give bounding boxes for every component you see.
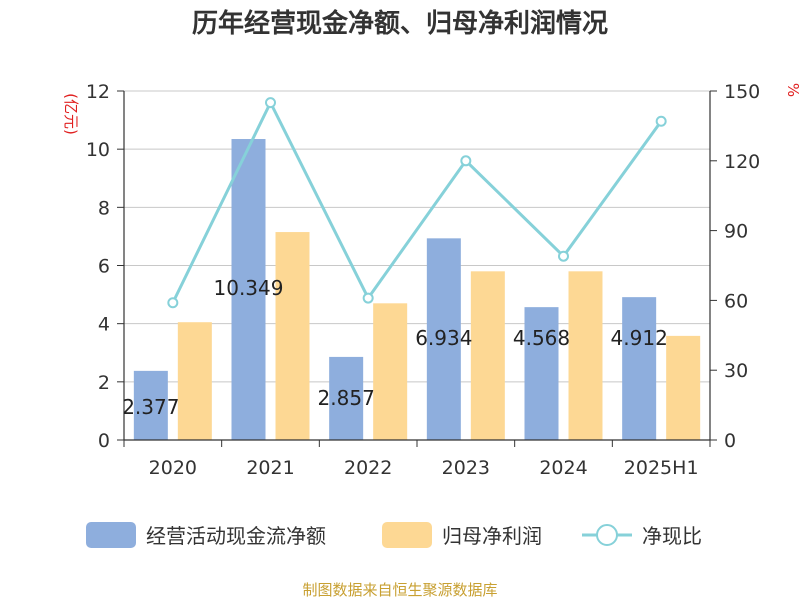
legend-swatch-marker xyxy=(596,524,618,546)
bar-net-profit xyxy=(373,303,408,440)
y-left-tick-label: 10 xyxy=(86,139,110,161)
y-left-tick-label: 6 xyxy=(98,256,110,278)
bar-net-profit xyxy=(177,322,212,440)
y-left-tick-label: 8 xyxy=(98,197,110,219)
y-left-tick-label: 4 xyxy=(98,314,110,336)
bar-operating-cashflow xyxy=(622,297,657,440)
legend-label-net-profit: 归母净利润 xyxy=(442,524,542,548)
data-label: 4.912 xyxy=(611,326,668,350)
bar-operating-cashflow xyxy=(426,238,461,440)
line-point xyxy=(362,292,374,304)
legend-swatch-operating-cashflow xyxy=(86,522,136,548)
y-left-tick-label: 12 xyxy=(86,81,110,103)
line-point xyxy=(655,115,667,127)
y-right-tick-label: 30 xyxy=(724,360,748,382)
line-point xyxy=(265,97,276,109)
bar-net-profit xyxy=(275,232,310,440)
bar-net-profit xyxy=(568,271,603,440)
data-label: 6.934 xyxy=(415,326,472,350)
line-point xyxy=(167,297,179,309)
y-right-unit: % xyxy=(784,83,800,97)
data-label: 10.349 xyxy=(214,276,284,300)
y-right-tick-label: 150 xyxy=(724,81,760,103)
chart-title: 历年经营现金净额、归母净利润情况 xyxy=(192,8,608,39)
x-tick-label: 2025H1 xyxy=(624,457,699,479)
line-net-cash-ratio xyxy=(171,99,663,304)
source-note: 制图数据来自恒生聚源数据库 xyxy=(302,581,497,599)
y-right-tick-label: 60 xyxy=(724,290,748,312)
bar-operating-cashflow xyxy=(329,356,364,440)
data-label: 2.377 xyxy=(122,395,179,419)
y-left-unit: (亿元) xyxy=(62,93,80,135)
bars xyxy=(133,139,701,440)
line-point xyxy=(460,155,472,167)
data-label: 4.568 xyxy=(513,326,570,350)
x-tick-label: 2021 xyxy=(246,457,294,479)
x-tick-label: 2020 xyxy=(149,457,197,479)
bar-net-profit xyxy=(666,335,701,440)
grid xyxy=(124,90,710,383)
line-point xyxy=(558,250,569,262)
legend: 经营活动现金流净额 归母净利润 净现比 xyxy=(86,522,702,548)
x-tick-label: 2023 xyxy=(442,457,490,479)
legend-swatch-net-profit xyxy=(382,522,432,548)
x-tick-label: 2024 xyxy=(539,457,587,479)
data-labels: 2.377 10.349 2.857 6.934 4.568 4.912 xyxy=(122,276,668,419)
bar-operating-cashflow xyxy=(524,307,559,440)
legend-label-operating-cashflow: 经营活动现金流净额 xyxy=(146,524,326,548)
y-right-tick-label: 120 xyxy=(724,151,760,173)
data-label: 2.857 xyxy=(318,386,375,410)
legend-label-net-cash-ratio: 净现比 xyxy=(642,524,702,548)
bar-net-profit xyxy=(470,271,505,440)
y-right-tick-label: 90 xyxy=(724,221,748,243)
bar-operating-cashflow xyxy=(231,139,266,440)
x-tick-label: 2022 xyxy=(344,457,392,479)
line-series xyxy=(167,97,667,309)
y-left-tick-label: 2 xyxy=(98,372,110,394)
bar-operating-cashflow xyxy=(133,370,168,440)
y-right-tick-label: 0 xyxy=(724,430,736,452)
y-left-tick-label: 0 xyxy=(98,430,110,452)
